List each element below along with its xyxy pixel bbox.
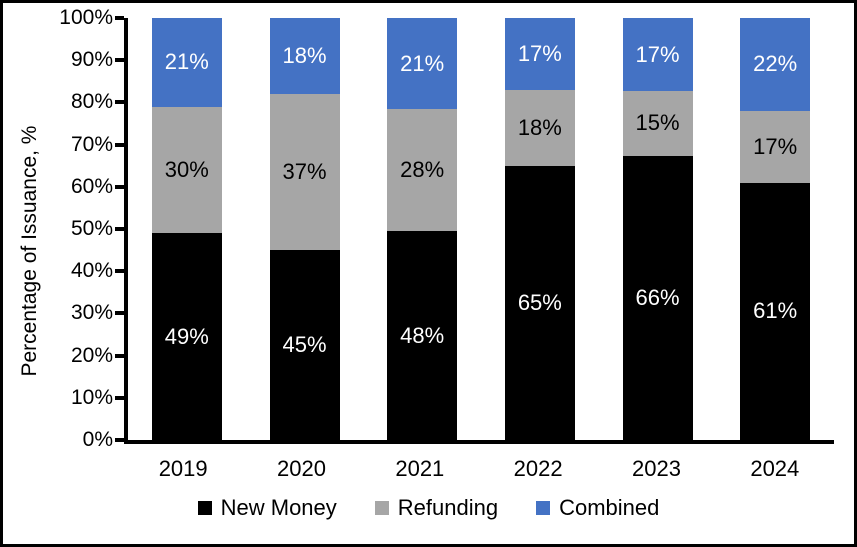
y-tick-label: 30% xyxy=(70,301,113,325)
bar-segment-new-money: 61% xyxy=(740,182,811,440)
bar-slot-2023: 17% 15% 66% xyxy=(599,18,717,440)
y-tick-label: 70% xyxy=(70,132,113,156)
y-tick-label: 20% xyxy=(70,343,113,367)
bar-value-label: 18% xyxy=(282,42,327,68)
bar-segment-new-money: 66% xyxy=(622,155,693,440)
bar-value-label: 37% xyxy=(282,159,327,185)
legend: New Money Refunding Combined xyxy=(3,495,854,521)
legend-swatch-icon xyxy=(197,501,212,515)
x-tick-label: 2022 xyxy=(513,456,563,481)
stacked-bar-2022: 17% 18% 65% xyxy=(504,18,575,440)
bar-segment-refunding: 30% xyxy=(151,106,222,234)
legend-label: Combined xyxy=(559,495,660,520)
bar-segment-combined: 17% xyxy=(622,18,693,92)
bar-value-label: 30% xyxy=(164,156,209,182)
bar-slot-2024: 22% 17% 61% xyxy=(716,18,834,440)
bar-value-label: 21% xyxy=(164,49,209,75)
bar-segment-refunding: 28% xyxy=(387,109,458,232)
y-tick-label: 0% xyxy=(82,428,113,451)
legend-item-refunding: Refunding xyxy=(374,495,499,521)
bar-segment-refunding: 37% xyxy=(269,93,340,251)
legend-label: Refunding xyxy=(397,495,499,520)
bar-segment-combined: 17% xyxy=(504,18,575,90)
y-axis-tick-mark xyxy=(115,100,124,105)
bar-segment-combined: 21% xyxy=(151,18,222,107)
bar-value-label: 18% xyxy=(517,114,562,140)
stacked-bar-2024: 22% 17% 61% xyxy=(740,18,811,440)
legend-item-combined: Combined xyxy=(536,495,659,521)
bar-value-label: 22% xyxy=(753,51,798,77)
y-axis-tick-mark xyxy=(115,438,124,442)
bar-segment-new-money: 45% xyxy=(269,250,340,440)
stacked-bar-2021: 21% 28% 48% xyxy=(387,18,458,440)
legend-label: New Money xyxy=(220,495,337,520)
bar-value-label: 21% xyxy=(400,50,445,76)
y-tick-label: 50% xyxy=(70,217,113,240)
x-tick-label: 2021 xyxy=(395,456,445,481)
y-axis-tick-mark xyxy=(115,395,124,400)
y-tick-label: 90% xyxy=(70,48,113,72)
y-tick-label: 10% xyxy=(70,385,113,409)
stacked-bar-2019: 21% 30% 49% xyxy=(151,18,222,440)
y-axis-tick-mark xyxy=(115,142,124,147)
bar-segment-refunding: 15% xyxy=(622,91,693,156)
stacked-bar-2023: 17% 15% 66% xyxy=(622,18,693,440)
bar-slot-2021: 21% 28% 48% xyxy=(363,18,481,440)
legend-swatch-icon xyxy=(536,501,551,515)
bar-slot-2020: 18% 37% 45% xyxy=(246,18,364,440)
bar-segment-combined: 21% xyxy=(387,18,458,110)
bar-value-label: 61% xyxy=(753,298,798,324)
y-tick-label: 80% xyxy=(70,90,113,114)
bar-segment-combined: 18% xyxy=(269,18,340,94)
y-tick-label: 60% xyxy=(70,174,113,198)
x-tick-label: 2020 xyxy=(277,456,326,481)
bar-segment-new-money: 65% xyxy=(504,165,575,440)
bar-value-label: 66% xyxy=(635,284,680,310)
y-tick-label: 100% xyxy=(59,6,113,29)
y-axis-tick-mark xyxy=(115,353,124,358)
y-axis-tick-mark xyxy=(115,184,124,189)
bar-value-label: 45% xyxy=(282,332,327,358)
plot-area: 21% 30% 49% 18% 37% 45% 21% 28% 48% 17% 18% 65% 17% 1… xyxy=(115,16,834,444)
x-tick-label: 2019 xyxy=(158,456,208,481)
bar-value-label: 28% xyxy=(400,157,445,183)
x-axis-tick-labels: 2019 2020 2021 2022 2023 2024 xyxy=(124,456,834,482)
stacked-bar-2020: 18% 37% 45% xyxy=(269,18,340,440)
y-axis-tick-mark xyxy=(115,269,124,274)
y-axis-tick-mark xyxy=(115,227,124,231)
bar-value-label: 17% xyxy=(517,40,562,66)
bar-slot-2019: 21% 30% 49% xyxy=(128,18,246,440)
y-axis-tick-labels: 0% 10% 20% 30% 40% 50% 60% 70% 80% 90% 100% xyxy=(3,6,113,451)
bar-segment-refunding: 18% xyxy=(504,89,575,166)
y-axis-tick-mark xyxy=(115,311,124,316)
bar-segment-new-money: 49% xyxy=(151,233,222,440)
legend-item-new-money: New Money xyxy=(197,495,337,521)
bar-value-label: 17% xyxy=(753,133,798,159)
legend-swatch-icon xyxy=(374,501,389,515)
bar-value-label: 15% xyxy=(635,110,680,136)
bar-value-label: 65% xyxy=(517,289,562,315)
bar-slot-2022: 17% 18% 65% xyxy=(481,18,599,440)
bar-segment-new-money: 48% xyxy=(387,231,458,440)
x-tick-label: 2024 xyxy=(750,456,800,481)
bar-segment-combined: 22% xyxy=(740,18,811,111)
bar-value-label: 49% xyxy=(164,323,209,349)
y-tick-label: 40% xyxy=(70,259,113,283)
bar-value-label: 48% xyxy=(400,322,445,348)
bar-value-label: 17% xyxy=(635,41,680,67)
x-tick-label: 2023 xyxy=(632,456,681,481)
y-axis-tick-mark xyxy=(115,58,124,63)
bar-segment-refunding: 17% xyxy=(740,110,811,183)
y-axis-tick-mark xyxy=(115,16,124,20)
